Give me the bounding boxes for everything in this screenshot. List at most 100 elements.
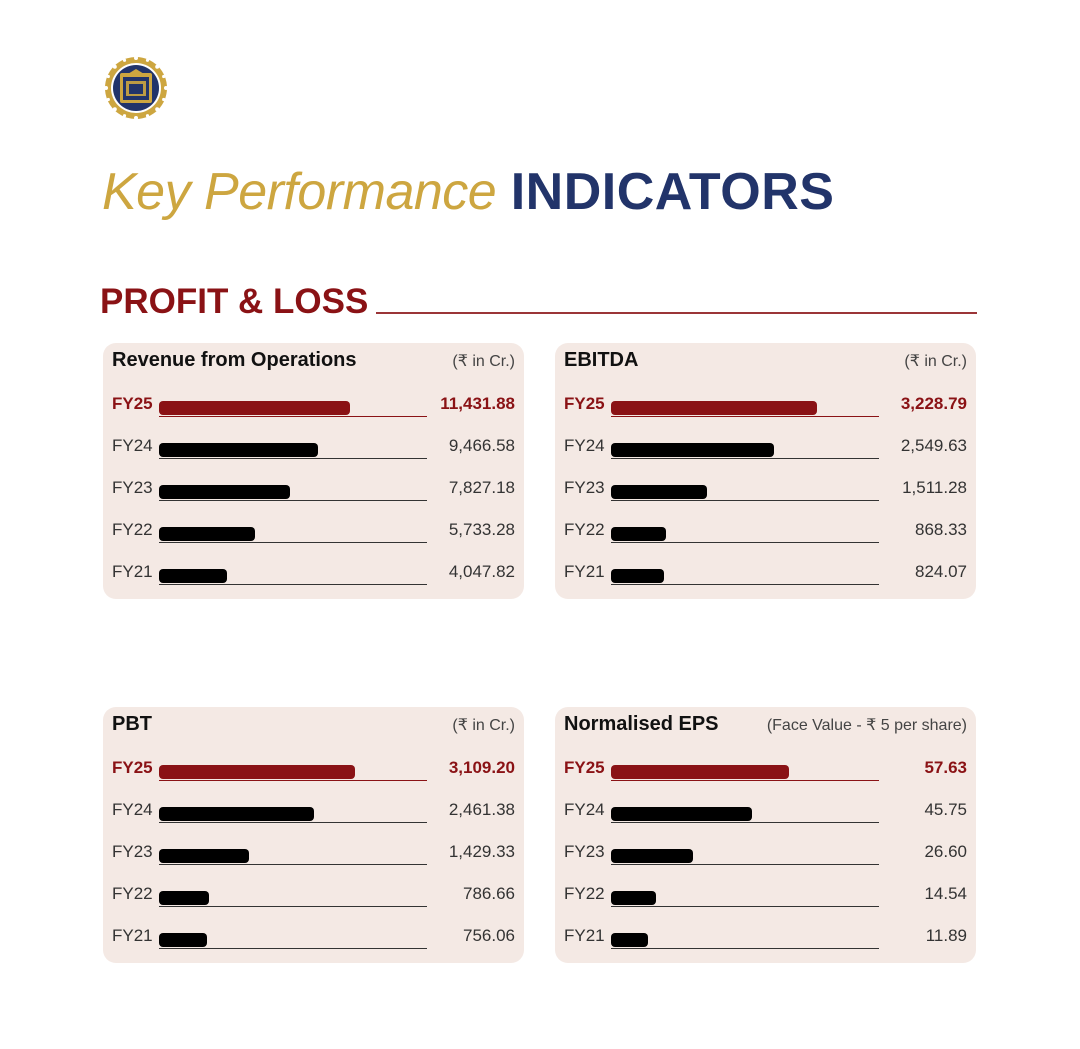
bar [159,891,209,905]
bar [611,485,708,499]
bar-baseline [159,416,427,417]
bar-baseline [159,542,427,543]
bar [611,527,667,541]
bar-track [611,527,879,543]
bar-value-label: 45.75 [924,800,967,819]
bar-baseline [611,864,879,865]
card-unit: (₹ in Cr.) [452,717,515,734]
bar-baseline [611,500,879,501]
kpi-card-ebitda: EBITDA (₹ in Cr.) FY25 3,228.79 FY24 2,549.… [555,343,976,599]
bar-category-label: FY25 [564,394,605,413]
bar-row: FY22 786.66 [112,883,515,925]
bar-value-label: 14.54 [924,884,967,903]
bar-value-label: 4,047.82 [448,562,515,581]
bar-category-label: FY24 [112,800,153,819]
bar-category-label: FY23 [112,842,153,861]
bar-baseline [159,780,427,781]
bar-value-label: 1,511.28 [902,478,967,497]
bar-value-label: 11.89 [925,926,967,945]
kpi-card-eps: Normalised EPS (Face Value - ₹ 5 per sha… [555,707,976,963]
bar-track [611,807,879,823]
bar-row: FY23 1,429.33 [112,841,515,883]
bar [159,443,318,457]
bar-value-label: 7,827.18 [448,478,515,497]
bar-track [159,569,427,585]
bar-category-label: FY25 [112,758,153,777]
bar-baseline [159,822,427,823]
bar-row: FY23 1,511.28 [564,477,967,519]
bar [611,569,664,583]
bar-category-label: FY24 [564,436,605,455]
bar-baseline [611,948,879,949]
bar-category-label: FY22 [112,884,153,903]
bar-baseline [611,542,879,543]
bar [611,933,648,947]
bar [611,891,656,905]
bar-row: FY24 45.75 [564,799,967,841]
bar [611,807,752,821]
bar-value-label: 2,461.38 [448,800,515,819]
bar-value-label: 26.60 [924,842,967,861]
bar-row: FY22 868.33 [564,519,967,561]
bar-value-label: 824.07 [915,562,967,581]
bar-baseline [159,458,427,459]
bar-track [159,401,427,417]
bar-category-label: FY25 [564,758,605,777]
bar [611,849,693,863]
section-divider [376,312,977,314]
bar-row: FY22 5,733.28 [112,519,515,561]
bar-row: FY25 3,109.20 [112,757,515,799]
bar-baseline [611,458,879,459]
bar-category-label: FY23 [564,478,605,497]
bar [159,401,351,415]
bar [159,485,291,499]
bar-row: FY23 7,827.18 [112,477,515,519]
bar-baseline [611,416,879,417]
bar-value-label: 11,431.88 [440,394,515,413]
bar-baseline [611,906,879,907]
bar-track [611,443,879,459]
bar-track [159,891,427,907]
bar-track [611,933,879,949]
bar-value-label: 3,109.20 [448,758,515,777]
kpi-card-revenue: Revenue from Operations (₹ in Cr.) FY25 1… [103,343,524,599]
bar-row: FY24 2,549.63 [564,435,967,477]
bar-category-label: FY21 [112,562,153,581]
bar-track [159,807,427,823]
bar-track [159,485,427,501]
bar-baseline [159,500,427,501]
bar-track [611,765,879,781]
bar-track [159,933,427,949]
bar-category-label: FY22 [564,520,605,539]
card-unit: (₹ in Cr.) [452,353,515,370]
page-title-emphasis: INDICATORS [510,163,835,221]
bar [159,807,315,821]
bar [159,933,207,947]
card-title: PBT [112,713,152,735]
bar-value-label: 57.63 [924,758,967,777]
card-title: Normalised EPS [564,713,719,735]
bar-track [611,485,879,501]
bar [611,443,774,457]
bar-category-label: FY22 [564,884,605,903]
bar-category-label: FY24 [112,436,153,455]
bar-baseline [611,584,879,585]
bar-baseline [159,906,427,907]
bar-track [159,765,427,781]
bar-row: FY23 26.60 [564,841,967,883]
bar-track [159,527,427,543]
bar-row: FY21 756.06 [112,925,515,967]
bar-track [159,443,427,459]
bar-row: FY21 4,047.82 [112,561,515,603]
bar [611,401,818,415]
kpi-card-pbt: PBT (₹ in Cr.) FY25 3,109.20 FY24 2,461.38 F… [103,707,524,963]
bar-track [611,569,879,585]
section-heading: PROFIT & LOSS [100,278,977,322]
bar-category-label: FY22 [112,520,153,539]
bar [159,527,256,541]
bar-category-label: FY25 [112,394,153,413]
bar-row: FY25 57.63 [564,757,967,799]
bar [159,849,250,863]
section-title: PROFIT & LOSS [100,282,369,321]
bar-value-label: 756.06 [463,926,515,945]
